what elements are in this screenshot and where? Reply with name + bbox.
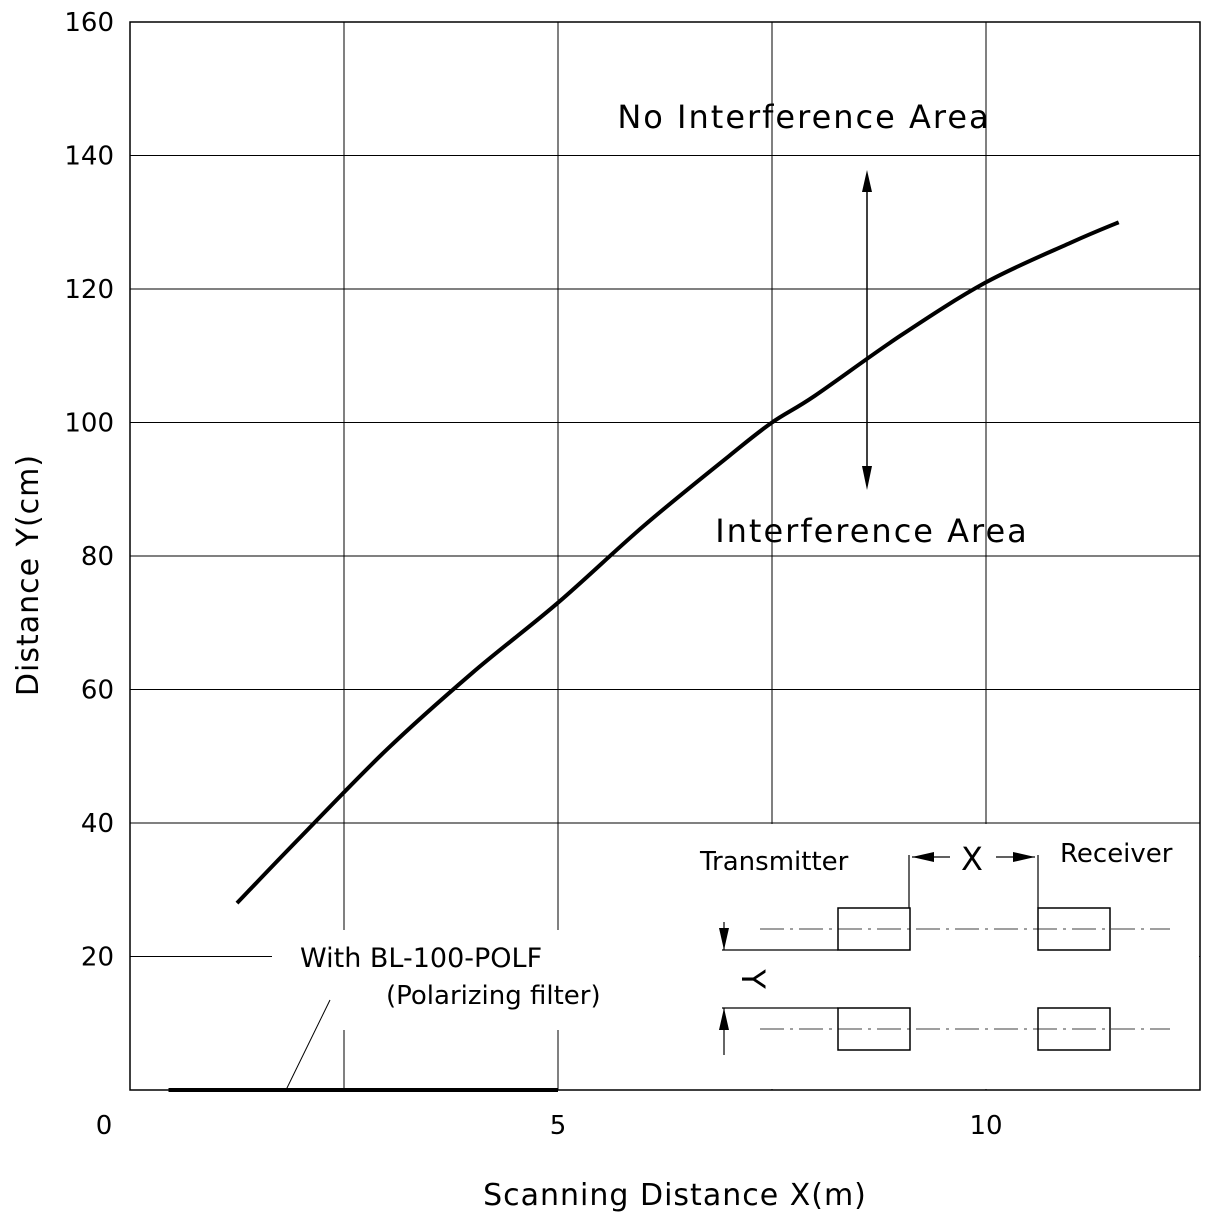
receiver-label: Receiver	[1060, 839, 1173, 869]
boundary-double-arrow	[862, 170, 872, 490]
y-tick-label: 40	[81, 809, 114, 839]
y-tick-label: 20	[81, 943, 114, 973]
y-dimension-label: Y	[734, 968, 772, 991]
y-tick-label: 80	[81, 542, 114, 572]
x-tick-labels: 0 5 10	[96, 1111, 1003, 1141]
setup-inset: Transmitter Receiver X Y	[699, 839, 1173, 1055]
transmitter-label: Transmitter	[699, 847, 849, 877]
inset-mask	[272, 824, 1199, 1089]
y-tick-label: 60	[81, 676, 114, 706]
filter-name-label: With BL-100-POLF	[300, 943, 542, 974]
filter-desc-label: (Polarizing filter)	[386, 981, 601, 1011]
x-tick-label: 0	[96, 1111, 113, 1141]
y-tick-label: 140	[64, 142, 114, 172]
y-tick-labels: 20 40 60 80 100 120 140 160	[64, 8, 114, 973]
y-tick-label: 120	[64, 275, 114, 305]
y-axis-label: Distance Y(cm)	[11, 454, 46, 696]
x-dimension-label: X	[961, 840, 985, 878]
series-lines	[168, 220, 1120, 1093]
plot-frame	[129, 21, 1201, 1091]
filter-leader-line	[285, 999, 331, 1091]
x-axis-label: Scanning Distance X(m)	[483, 1178, 867, 1213]
no-interference-label: No Interference Area	[617, 98, 990, 136]
y-tick-label: 160	[64, 8, 114, 38]
x-tick-label: 10	[969, 1111, 1002, 1141]
interference-boundary-line	[235, 220, 1120, 905]
x-tick-label: 5	[550, 1111, 567, 1141]
interference-label: Interference Area	[715, 512, 1029, 550]
y-tick-label: 100	[64, 409, 114, 439]
